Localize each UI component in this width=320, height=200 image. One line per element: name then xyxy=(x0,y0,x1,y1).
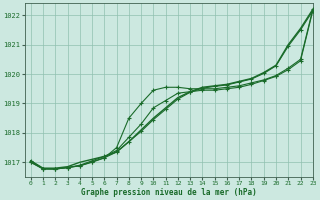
X-axis label: Graphe pression niveau de la mer (hPa): Graphe pression niveau de la mer (hPa) xyxy=(81,188,257,197)
